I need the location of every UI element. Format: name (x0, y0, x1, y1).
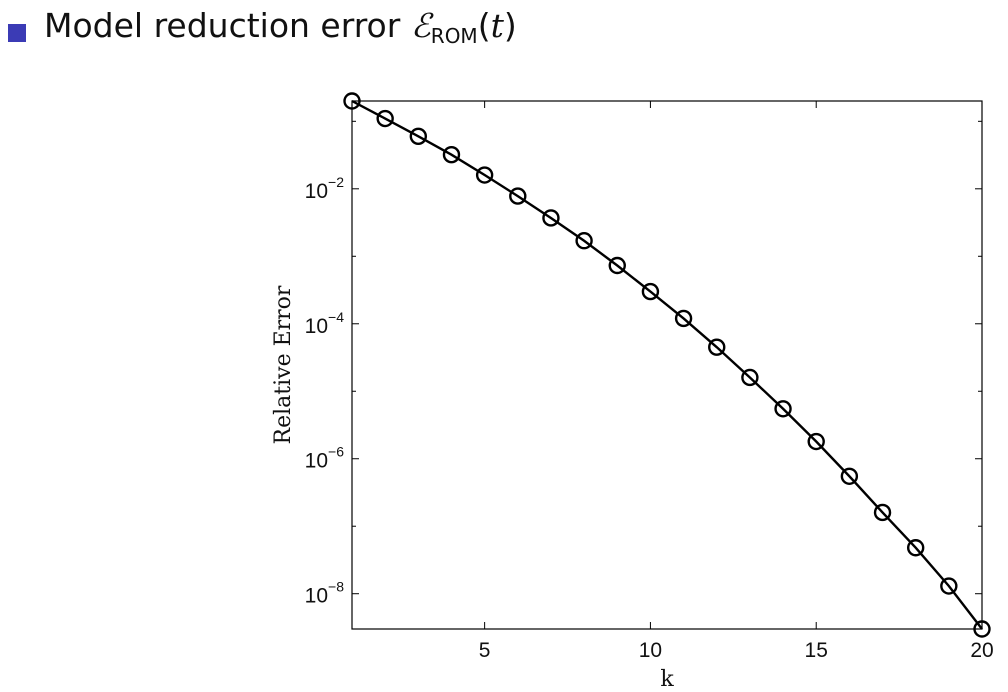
data-point-marker (873, 503, 892, 522)
data-point-marker (774, 400, 792, 418)
series-line (351, 99, 983, 630)
y-tick-label-base: 10 (305, 450, 328, 473)
x-axis-label: k (660, 667, 674, 692)
x-tick-label: 10 (639, 639, 662, 662)
slide-heading: Model reduction error ℰROM(t) (0, 0, 1008, 60)
y-tick-label: 10−8 (305, 579, 345, 608)
y-tick-label-exponent: −6 (328, 444, 344, 460)
y-tick-label-exponent: −2 (328, 174, 344, 190)
data-point-marker (973, 620, 991, 638)
axes (351, 100, 983, 630)
data-point-marker (509, 187, 527, 205)
x-tick-label: 15 (805, 639, 828, 662)
y-tick-label: 10−2 (305, 174, 345, 203)
time-variable: t (490, 6, 504, 45)
y-tick-label: 10−6 (305, 444, 345, 473)
slide-title-text: Model reduction error (44, 6, 411, 45)
y-tick-label-exponent: −8 (328, 579, 344, 595)
data-point-marker (674, 309, 693, 328)
data-point-marker (542, 209, 560, 227)
slide-title: Model reduction error ℰROM(t) (44, 6, 517, 48)
error-symbol-subscript: ROM (430, 24, 478, 48)
data-point-marker (376, 109, 394, 128)
y-axis-label: Relative Error (271, 285, 296, 444)
data-point-marker (343, 92, 361, 110)
data-marks (343, 92, 991, 638)
data-point-marker (940, 577, 958, 595)
data-point-marker (741, 368, 759, 387)
data-point-marker (906, 539, 925, 557)
y-tick-label-exponent: −4 (328, 309, 344, 325)
data-point-marker (807, 432, 825, 451)
data-point-marker (575, 232, 593, 250)
y-tick-label: 10−4 (305, 309, 345, 338)
y-tick-label-base: 10 (305, 315, 328, 338)
data-point-marker (840, 467, 859, 485)
data-point-marker (641, 282, 660, 301)
error-symbol: ℰ (410, 6, 431, 45)
plot-frame (351, 100, 983, 630)
data-point-marker (608, 256, 626, 275)
y-tick-label-base: 10 (305, 585, 328, 608)
paren-close: ) (503, 6, 517, 45)
x-tick-label: 20 (970, 639, 993, 662)
bullet-square-icon (8, 24, 26, 42)
data-point-marker (708, 338, 726, 356)
data-point-marker (475, 166, 494, 184)
x-tick-label: 5 (479, 639, 491, 662)
y-tick-label-base: 10 (305, 180, 328, 203)
data-point-marker (442, 146, 461, 164)
paren-open: ( (477, 6, 491, 45)
data-point-marker (409, 127, 428, 145)
